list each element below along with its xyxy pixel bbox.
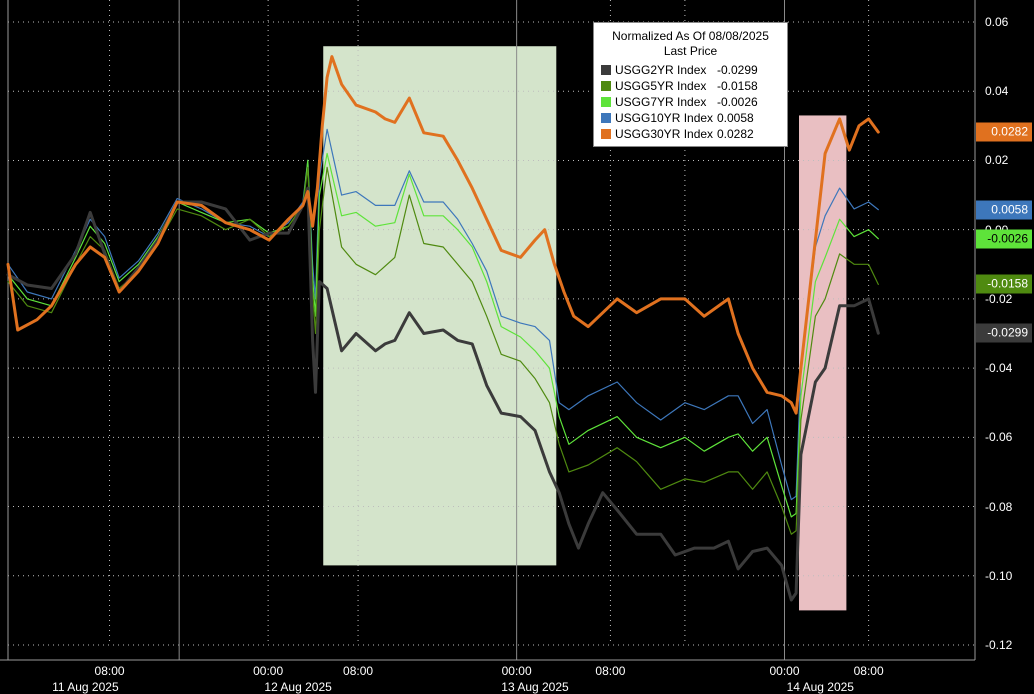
legend-series-name: USGG5YR Index [615,79,707,93]
x-tick-label: 08:00 [595,664,626,678]
legend-entry: USGG30YR Index 0.0282 [601,127,754,142]
legend-entry: USGG10YR Index 0.0058 [601,111,754,126]
legend-swatch [601,113,611,123]
y-tick-label: -0.12 [985,638,1013,652]
y-tick-label: -0.10 [985,568,1013,583]
legend-swatch [601,81,611,91]
x-tick-label: 00:00 [769,664,800,678]
legend-entry: USGG7YR Index -0.0026 [601,95,758,110]
x-date-label: 14 Aug 2025 [786,680,854,694]
legend-series-value: -0.0299 [717,63,758,77]
last-value-tag: -0.0299 [976,323,1032,343]
chart-legend: Normalized As Of 08/08/2025 Last Price U… [593,22,788,147]
legend-entry: USGG5YR Index -0.0158 [601,79,758,94]
y-tick-label: 0.04 [985,84,1009,99]
x-tick-label: 08:00 [853,664,884,678]
green-zone [323,46,557,566]
x-date-label: 13 Aug 2025 [501,680,569,694]
last-value-tag: 0.0058 [976,200,1032,220]
x-tick-label: 08:00 [94,664,125,678]
legend-entry: USGG2YR Index -0.0299 [601,63,758,78]
legend-series-name: USGG7YR Index [615,95,707,109]
legend-series-value: 0.0282 [717,127,754,141]
legend-swatch [601,97,611,107]
x-tick-label: 08:00 [343,664,374,678]
series-line-usgg2yr-index [6,186,880,602]
last-value-tag: -0.0158 [976,274,1032,294]
y-tick-label: -0.08 [985,499,1013,514]
legend-series-value: -0.0026 [717,95,758,109]
legend-subtitle: Last Price [663,44,718,58]
x-date-label: 12 Aug 2025 [264,680,332,694]
x-date-label: 11 Aug 2025 [52,680,119,694]
x-tick-label: 00:00 [501,664,532,678]
series-line-usgg5yr-index [7,166,879,535]
legend-series-value: 0.0058 [717,111,754,125]
y-tick-label: 0.02 [985,153,1009,168]
series-line-usgg30yr-index [6,55,880,415]
legend-series-name: USGG10YR Index [615,111,714,125]
red-zone [799,115,847,611]
legend-swatch [601,65,611,75]
legend-swatch [601,129,611,139]
legend-series-name: USGG2YR Index [615,63,707,77]
legend-title: Normalized As Of 08/08/2025 [612,29,769,43]
last-value-tag: 0.0282 [976,122,1032,142]
legend-series-name: USGG30YR Index [615,127,714,141]
y-tick-label: -0.06 [985,430,1013,445]
x-tick-label: 00:00 [253,664,284,678]
y-tick-label: 0.06 [985,15,1009,29]
series-line-usgg7yr-index [7,152,879,518]
last-value-tag: -0.0026 [976,229,1032,249]
y-tick-label: -0.02 [985,291,1013,306]
y-tick-label: -0.04 [985,361,1013,376]
legend-series-value: -0.0158 [717,79,758,93]
